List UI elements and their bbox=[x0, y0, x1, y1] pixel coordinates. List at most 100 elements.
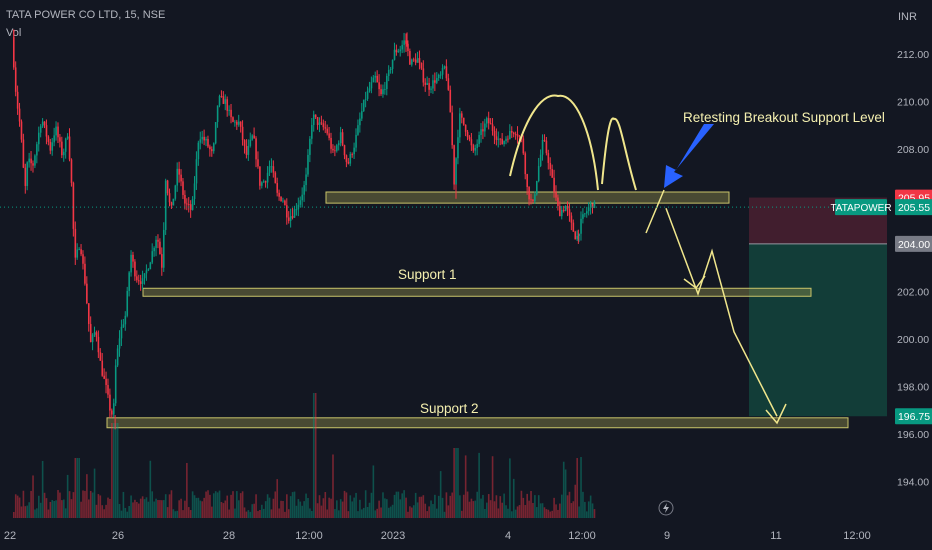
volume-bar bbox=[30, 490, 32, 518]
candle-body bbox=[191, 199, 194, 210]
retest-leg[interactable] bbox=[645, 189, 665, 234]
volume-bar bbox=[537, 495, 540, 518]
support-2-zone[interactable] bbox=[106, 417, 849, 429]
candle-body bbox=[362, 99, 365, 112]
retest-label[interactable]: Retesting Breakout Support Level bbox=[683, 110, 885, 125]
shoulder-arc[interactable] bbox=[601, 117, 637, 191]
volume-bar bbox=[386, 499, 388, 518]
head-arc[interactable] bbox=[509, 94, 599, 191]
candle-body bbox=[28, 158, 30, 163]
volume-bar bbox=[562, 461, 565, 518]
volume-bar bbox=[462, 494, 465, 518]
support-1-label[interactable]: Support 1 bbox=[398, 267, 457, 282]
volume-bar bbox=[174, 511, 177, 518]
projected-path[interactable] bbox=[665, 208, 778, 417]
candle-body bbox=[199, 139, 202, 143]
volume-bar bbox=[261, 504, 263, 518]
volume-bar bbox=[457, 448, 459, 518]
candle-body bbox=[68, 136, 71, 160]
candle-body bbox=[257, 159, 259, 167]
support-zones[interactable] bbox=[106, 191, 849, 429]
volume-bar bbox=[372, 465, 375, 518]
candle-body bbox=[364, 98, 367, 100]
volume-bar bbox=[487, 494, 490, 518]
volume-bar bbox=[182, 510, 184, 518]
candle-body bbox=[582, 214, 584, 219]
candle-body bbox=[403, 40, 405, 45]
support-2-label[interactable]: Support 2 bbox=[420, 401, 479, 416]
candle-body bbox=[66, 136, 69, 139]
candle-body bbox=[22, 139, 25, 168]
volume-bar bbox=[380, 507, 382, 518]
position-zones[interactable] bbox=[749, 197, 887, 417]
candle-body bbox=[295, 209, 298, 211]
volume-bar bbox=[497, 508, 500, 518]
volume-bar bbox=[299, 501, 302, 518]
volume-bar bbox=[234, 508, 236, 518]
candle-body bbox=[128, 272, 130, 291]
candle-body bbox=[143, 273, 146, 279]
callout-arrow[interactable] bbox=[664, 124, 714, 188]
volume-bar bbox=[524, 505, 527, 518]
volume-bar bbox=[397, 491, 400, 518]
chart-symbol-title[interactable]: TATA POWER CO LTD, 15, NSE bbox=[6, 9, 166, 21]
support-1-zone[interactable] bbox=[142, 287, 812, 297]
volume-bar bbox=[166, 507, 169, 518]
candle-body bbox=[164, 180, 167, 230]
volume-bar bbox=[280, 500, 282, 518]
candle-body bbox=[59, 137, 61, 142]
time-tick-label: 11 bbox=[770, 530, 781, 542]
candle-body bbox=[380, 89, 382, 95]
annotation-labels[interactable]: Retesting Breakout Support Level Support … bbox=[0, 110, 887, 516]
volume-bar bbox=[72, 492, 75, 518]
candle-body bbox=[93, 332, 96, 335]
drawings[interactable] bbox=[509, 94, 787, 425]
volume-bar bbox=[349, 495, 352, 518]
volume-bar bbox=[241, 491, 244, 518]
candle-body bbox=[332, 148, 334, 151]
volume-bar bbox=[314, 393, 317, 518]
candle-body bbox=[49, 141, 52, 151]
volume-bar bbox=[139, 498, 142, 518]
candle-body bbox=[299, 200, 302, 205]
candle-body bbox=[139, 281, 142, 284]
candle-body bbox=[560, 210, 563, 217]
candle-body bbox=[357, 125, 359, 135]
candle-body bbox=[145, 270, 148, 274]
candle-body bbox=[578, 233, 580, 236]
candle-body bbox=[149, 262, 152, 270]
candle-body bbox=[407, 43, 409, 51]
volume-bar bbox=[161, 500, 163, 518]
volume-bar bbox=[459, 495, 461, 518]
alert-bolt-glyph bbox=[663, 503, 669, 513]
candle-body bbox=[426, 83, 429, 85]
price-axis[interactable]: INR 212.00 210.00 208.00 202.00 200.00 198.00 1… bbox=[887, 0, 932, 522]
volume-bar bbox=[557, 509, 559, 518]
candle-body bbox=[162, 229, 165, 268]
volume-bar bbox=[470, 498, 473, 518]
volume-bar bbox=[34, 509, 36, 518]
candle-body bbox=[320, 122, 323, 124]
candle-body bbox=[351, 154, 354, 155]
volume-bar bbox=[474, 500, 477, 518]
candle-body bbox=[445, 66, 448, 79]
volume-bar bbox=[357, 511, 359, 518]
volume-bar bbox=[303, 501, 305, 518]
candle-body bbox=[518, 136, 521, 138]
candle-body bbox=[505, 138, 507, 142]
volume-bar bbox=[199, 500, 202, 518]
take-profit-zone[interactable] bbox=[749, 243, 887, 417]
volume-bar bbox=[534, 495, 536, 518]
time-axis[interactable]: 22 26 28 12:00 2023 4 12:00 9 11 12:00 bbox=[4, 530, 871, 542]
volume-bar bbox=[366, 507, 369, 518]
volume-bar bbox=[120, 510, 123, 518]
alert-bolt-icon[interactable] bbox=[658, 500, 674, 516]
volume-bar bbox=[84, 490, 86, 518]
volume-bar bbox=[328, 497, 330, 518]
volume-bar bbox=[337, 510, 340, 518]
candle-body bbox=[232, 117, 234, 122]
candle-body bbox=[278, 192, 280, 197]
volume-bar bbox=[478, 452, 480, 518]
candle-body bbox=[236, 121, 238, 125]
